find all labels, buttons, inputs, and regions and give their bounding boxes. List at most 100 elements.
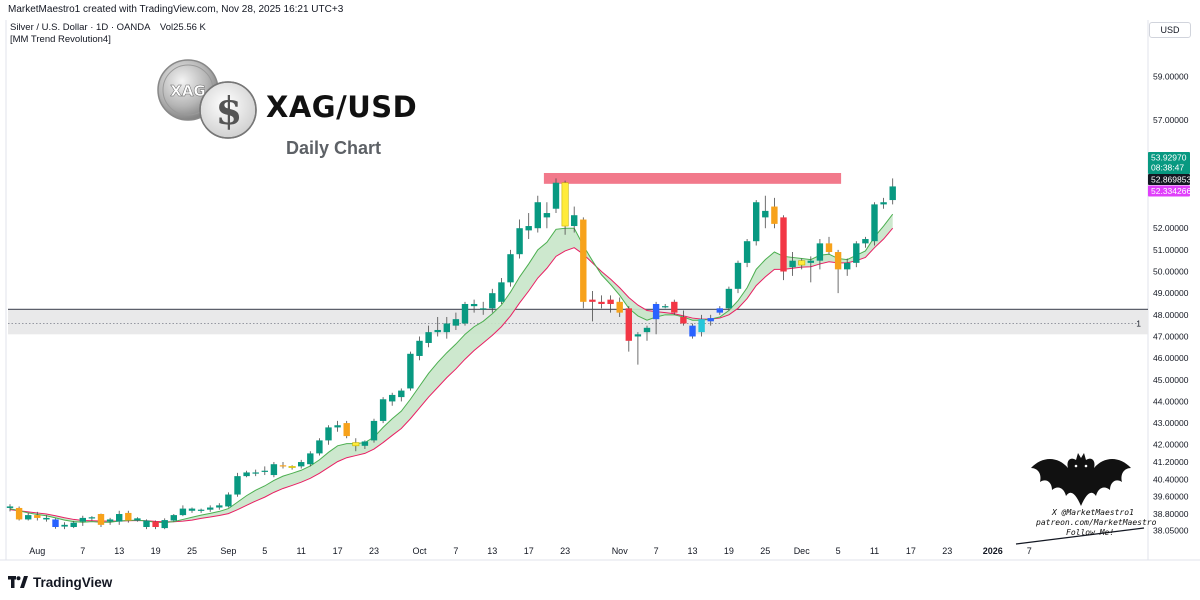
candle-body bbox=[889, 186, 896, 201]
overlay-subtitle: Daily Chart bbox=[286, 138, 382, 158]
candle-body bbox=[725, 288, 733, 309]
candle-body bbox=[6, 506, 14, 508]
candle bbox=[343, 420, 350, 439]
chart-levels: 1 bbox=[8, 172, 1148, 335]
ribbon-fill bbox=[10, 214, 893, 523]
candles bbox=[6, 178, 896, 530]
x-tick-label: 23 bbox=[942, 546, 952, 556]
candle-body bbox=[152, 521, 159, 528]
candle-body bbox=[480, 308, 487, 310]
trend-ribbon bbox=[9, 213, 894, 524]
x-tick-label: 11 bbox=[297, 546, 306, 556]
y-tick-label: 39.60000 bbox=[1153, 492, 1189, 502]
candle-body bbox=[398, 390, 405, 398]
candle bbox=[734, 260, 742, 294]
candle-body bbox=[616, 301, 623, 313]
y-tick-label: 41.20000 bbox=[1153, 457, 1189, 467]
candle bbox=[152, 520, 159, 530]
candle-body bbox=[325, 427, 332, 441]
candle-body bbox=[70, 522, 77, 528]
candle-body bbox=[571, 215, 578, 227]
candle bbox=[425, 325, 432, 348]
candle-body bbox=[580, 219, 587, 302]
candle bbox=[52, 518, 59, 529]
x-tick-label: 23 bbox=[369, 546, 379, 556]
candle bbox=[561, 180, 569, 235]
indicator-legend[interactable]: [MM Trend Revolution4] bbox=[10, 34, 111, 45]
x-tick-label: Sep bbox=[220, 546, 236, 556]
candle-body bbox=[188, 508, 196, 511]
candle bbox=[352, 438, 360, 452]
chart-background bbox=[0, 20, 1200, 561]
candle-body bbox=[780, 217, 787, 272]
candle bbox=[407, 351, 414, 391]
candle bbox=[489, 288, 496, 313]
candle bbox=[507, 249, 514, 287]
candle bbox=[170, 514, 177, 522]
tradingview-footer[interactable]: TradingView bbox=[8, 572, 112, 592]
y-tick-label: 38.80000 bbox=[1153, 509, 1189, 519]
candle bbox=[261, 466, 268, 476]
candle bbox=[270, 462, 278, 478]
candle-body bbox=[862, 239, 869, 244]
candle-body bbox=[270, 464, 278, 476]
candle-body bbox=[880, 202, 887, 205]
candle-body bbox=[106, 519, 114, 522]
candle-body bbox=[716, 308, 723, 313]
candle bbox=[643, 325, 651, 341]
overlay-title: XAG/USD bbox=[266, 90, 418, 124]
candle-body bbox=[161, 520, 168, 529]
candle-body bbox=[170, 515, 177, 521]
candle-body bbox=[216, 505, 223, 508]
candle bbox=[834, 249, 842, 294]
candle-body bbox=[207, 507, 214, 510]
candle bbox=[116, 510, 123, 525]
candle-body bbox=[379, 399, 387, 421]
candle bbox=[334, 420, 341, 432]
candle-body bbox=[197, 509, 205, 511]
x-tick-label: Nov bbox=[612, 546, 629, 556]
candle bbox=[179, 505, 187, 517]
price-tag-value: 52.869853 bbox=[1151, 175, 1191, 185]
price-tag: 52.334266 bbox=[1148, 185, 1191, 197]
xag-usd-coin-logo: XAG $ bbox=[157, 59, 257, 139]
price-tag-box bbox=[1148, 174, 1190, 185]
x-tick-label: 23 bbox=[560, 546, 570, 556]
candle-body bbox=[871, 204, 878, 242]
candle-body bbox=[689, 325, 696, 337]
candle-body bbox=[561, 182, 569, 227]
candle bbox=[607, 295, 614, 313]
y-tick-label: 48.00000 bbox=[1153, 310, 1189, 320]
candle-body bbox=[298, 462, 305, 467]
candle bbox=[634, 332, 642, 365]
candle bbox=[34, 511, 41, 521]
candle-body bbox=[525, 226, 532, 231]
candle bbox=[598, 295, 605, 309]
volume-label: Vol bbox=[159, 22, 174, 33]
signature-handle: X @MarketMaestro1 bbox=[1052, 508, 1134, 517]
candle bbox=[880, 197, 887, 209]
candle bbox=[461, 301, 469, 326]
candle-body bbox=[489, 293, 496, 309]
candle-body bbox=[134, 518, 141, 521]
candle bbox=[79, 515, 86, 526]
resistance-zone bbox=[543, 172, 842, 184]
candle bbox=[452, 312, 460, 330]
candle-body bbox=[516, 228, 523, 255]
candle bbox=[398, 388, 405, 402]
candle bbox=[652, 301, 660, 335]
candle bbox=[589, 291, 596, 322]
y-tick-label: 51.00000 bbox=[1153, 245, 1189, 255]
candle bbox=[771, 197, 778, 229]
x-tick-label: 7 bbox=[1027, 546, 1032, 556]
symbol-legend[interactable]: Silver / U.S. Dollar · 1D · OANDA Vol25.… bbox=[10, 22, 206, 33]
candle-body bbox=[97, 514, 105, 525]
candle bbox=[534, 195, 541, 233]
candle bbox=[43, 515, 50, 522]
x-tick-label: 13 bbox=[114, 546, 124, 556]
currency-selector[interactable]: USD bbox=[1149, 22, 1191, 38]
candle-body bbox=[634, 334, 642, 337]
x-tick-label: 5 bbox=[836, 546, 841, 556]
candle-body bbox=[461, 303, 469, 324]
